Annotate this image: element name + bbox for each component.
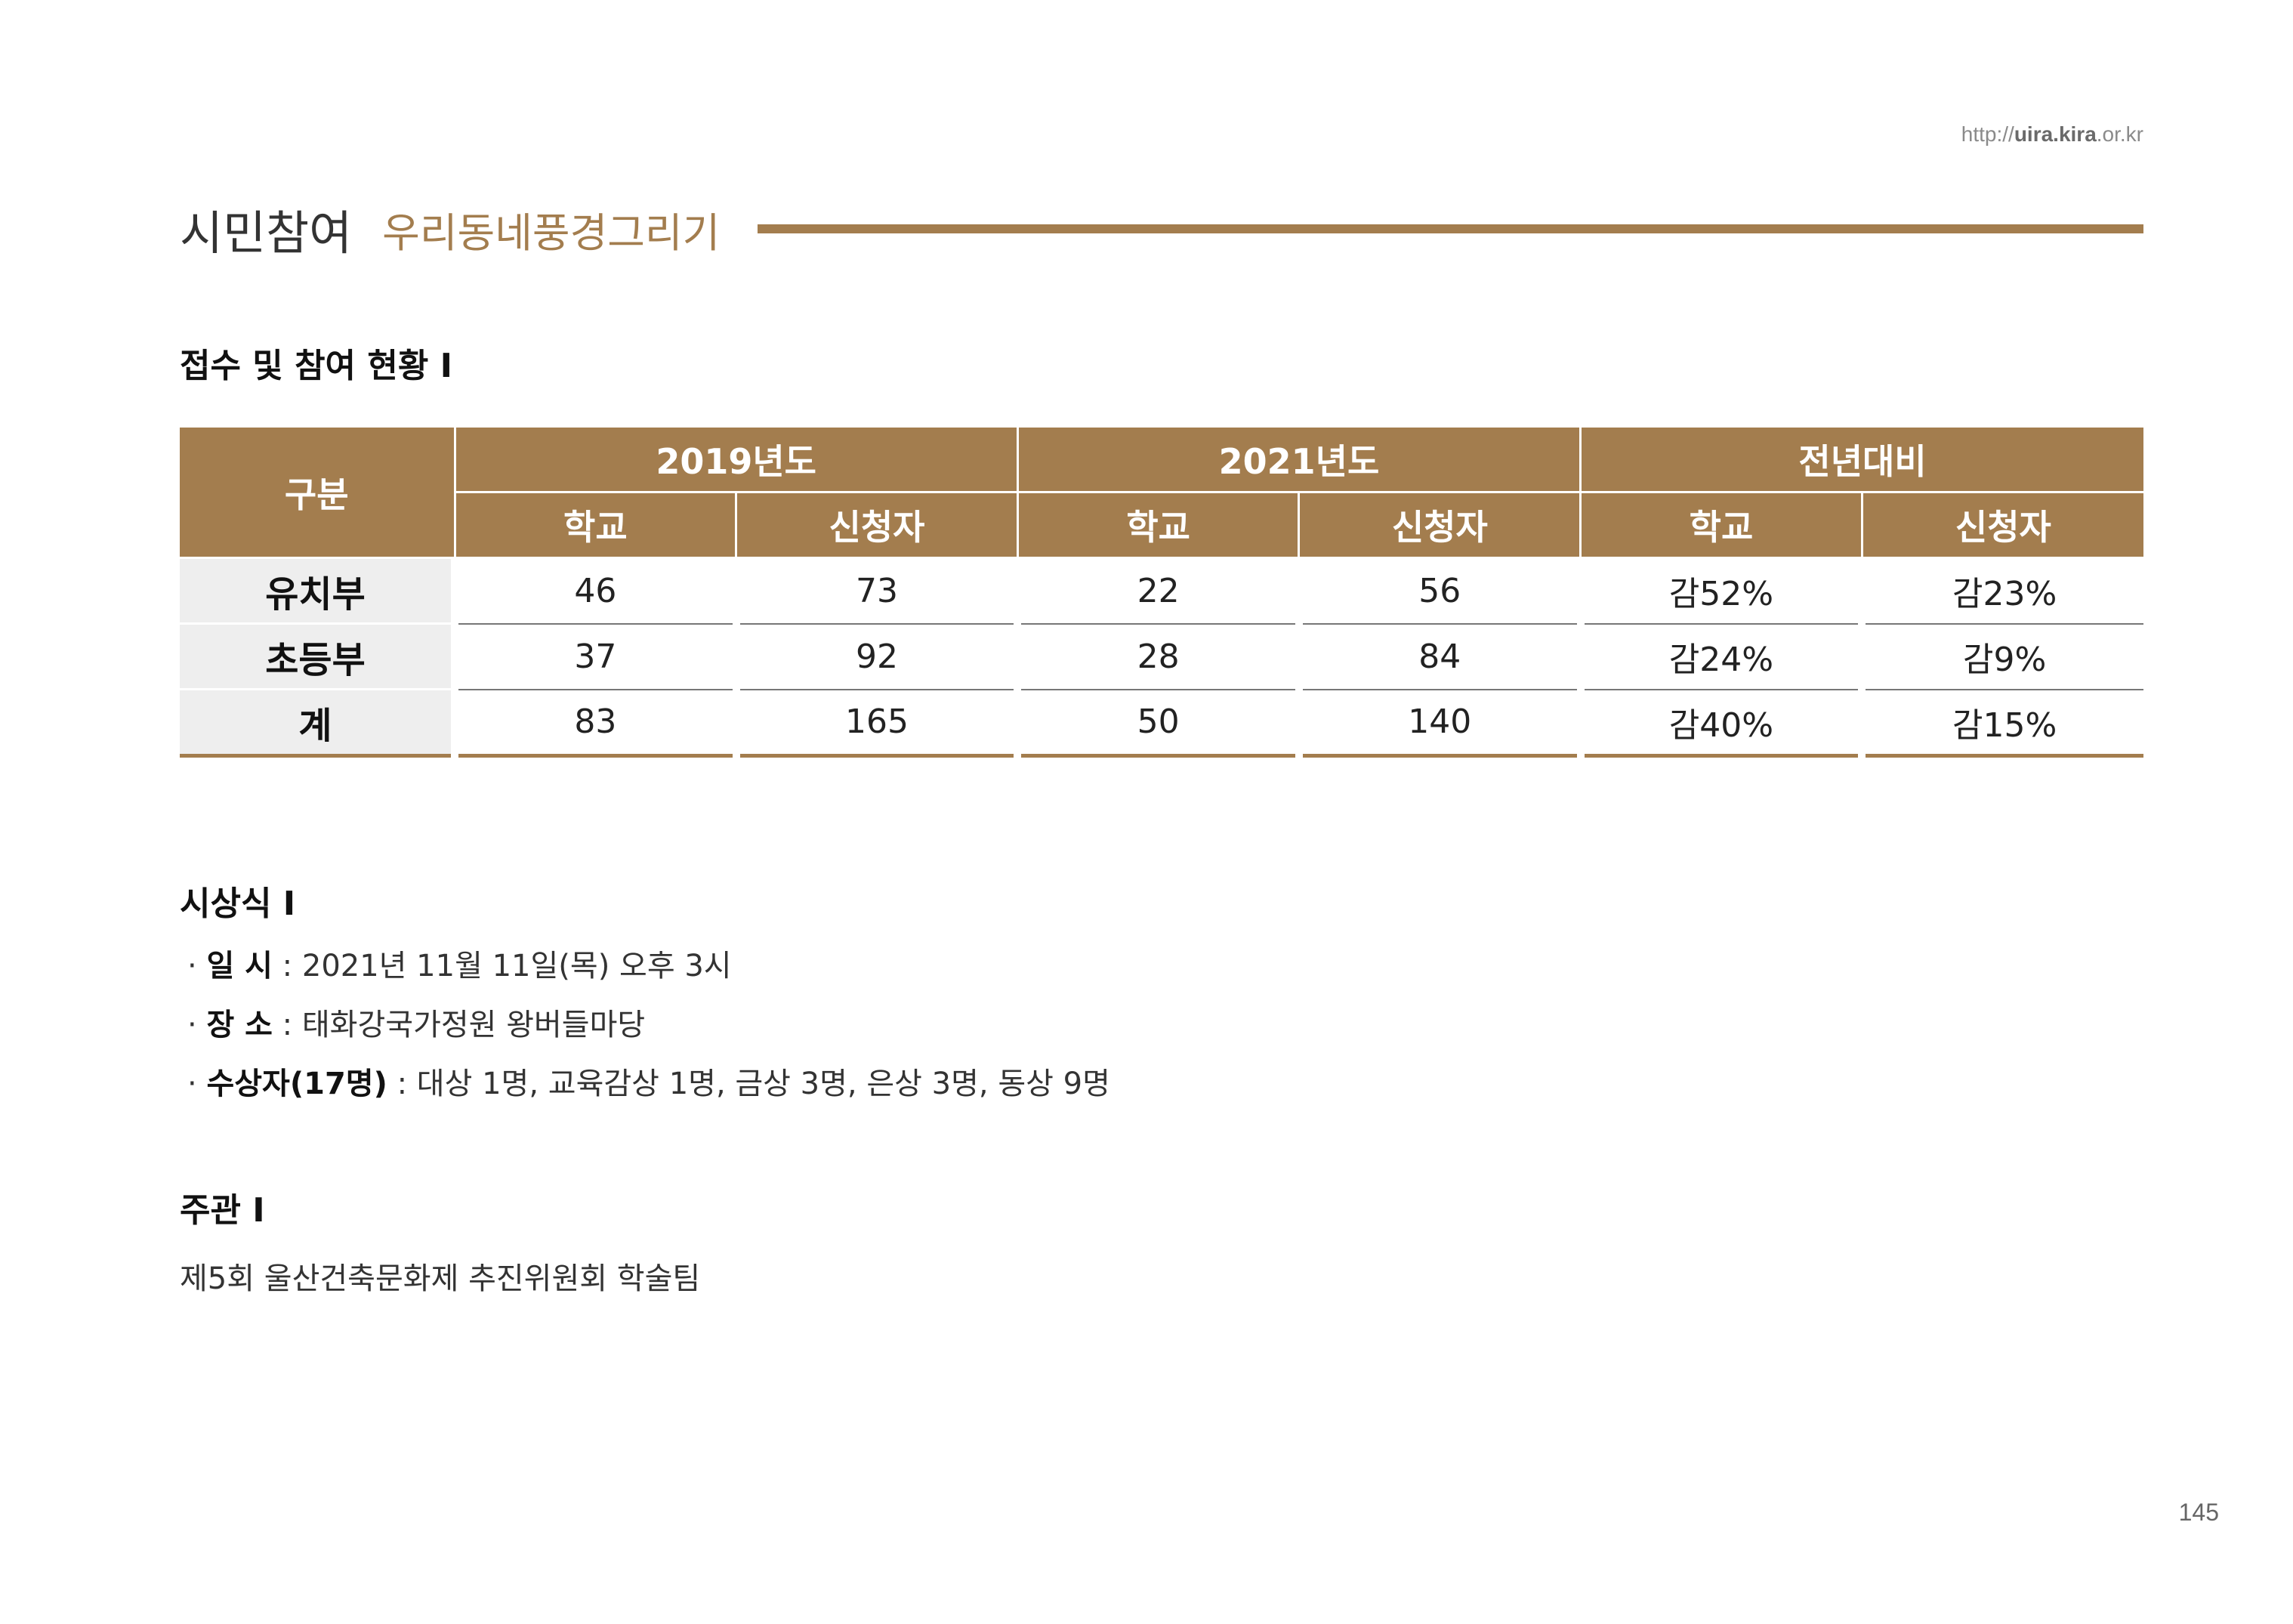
table-cell: 감24% (1576, 623, 1866, 690)
bullet-mark: · (187, 1067, 197, 1101)
group-header-change: 전년대비 (1579, 428, 2143, 493)
item-value: 2021년 11월 11일(목) 오후 3시 (301, 949, 732, 983)
table-cell: 22 (1014, 557, 1303, 625)
table-row: 유치부 46 73 22 56 감52% 감23% (180, 557, 2143, 625)
list-item: · 일 시 : 2021년 11월 11일(목) 오후 3시 (187, 937, 1110, 996)
table-row: 초등부 37 92 28 84 감24% 감9% (180, 623, 2143, 690)
subheader: 신청자 (735, 491, 1019, 559)
table-cell: 감52% (1576, 557, 1866, 625)
subheader: 신청자 (1298, 491, 1582, 559)
reception-heading: 접수 및 참여 현황 I (180, 347, 453, 385)
group-header-2021: 2021년도 (1016, 428, 1582, 493)
table-cell: 감40% (1576, 689, 1866, 758)
url-domain: uira.kira (2014, 122, 2097, 146)
ceremony-heading: 시상식 I (180, 885, 296, 923)
table-cell: 92 (732, 623, 1022, 690)
item-separator: : (387, 1067, 417, 1101)
organizer-heading: 주관 I (180, 1191, 265, 1230)
table-cell: 37 (451, 623, 740, 690)
table-cell: 50 (1014, 689, 1303, 758)
header-rule (758, 224, 2143, 233)
participation-table: 구분 2019년도 2021년도 전년대비 학교 신청자 학교 신청자 학교 신… (180, 428, 2143, 758)
table-cell: 73 (732, 557, 1022, 625)
table-cell: 감23% (1858, 557, 2143, 625)
table-total-row: 계 83 165 50 140 감40% 감15% (180, 689, 2143, 758)
page-number: 145 (2178, 1499, 2219, 1526)
item-separator: : (272, 1008, 302, 1042)
row-label: 계 (180, 689, 458, 758)
url-prefix: http:// (1961, 122, 2014, 146)
table-header-row: 구분 2019년도 2021년도 전년대비 (180, 428, 2143, 559)
item-label: 수상자(17명) (206, 1067, 387, 1101)
item-label: 장 소 (206, 1008, 273, 1042)
table-cell: 165 (732, 689, 1022, 758)
subheader: 학교 (1016, 491, 1301, 559)
section-subtitle: 우리동네풍경그리기 (382, 208, 721, 257)
item-value: 대상 1명, 교육감상 1명, 금상 3명, 은상 3명, 동상 9명 (416, 1067, 1110, 1101)
item-separator: : (272, 949, 302, 983)
table-cell: 84 (1295, 623, 1585, 690)
site-url: http://uira.kira.or.kr (1961, 122, 2143, 147)
table-cell: 감9% (1858, 623, 2143, 690)
table-subheader-row: 학교 신청자 학교 신청자 학교 신청자 (180, 491, 2143, 559)
list-item: · 장 소 : 태화강국가정원 왕버들마당 (187, 996, 1110, 1054)
bullet-mark: · (187, 949, 197, 983)
subheader: 신청자 (1860, 491, 2143, 559)
item-label: 일 시 (206, 949, 273, 983)
organizer-text: 제5회 울산건축문화제 추진위원회 학술팀 (180, 1261, 701, 1296)
corner-header: 구분 (180, 428, 456, 559)
table-cell: 46 (451, 557, 740, 625)
row-label: 유치부 (180, 557, 458, 625)
row-label: 초등부 (180, 623, 458, 690)
table-cell: 83 (451, 689, 740, 758)
ceremony-details: · 일 시 : 2021년 11월 11일(목) 오후 3시 · 장 소 : 태… (187, 937, 1110, 1113)
page-header: 시민참여 우리동네풍경그리기 (180, 195, 2143, 263)
table-cell: 56 (1295, 557, 1585, 625)
table-cell: 감15% (1858, 689, 2143, 758)
url-suffix: .or.kr (2096, 122, 2143, 146)
group-header-2019: 2019년도 (453, 428, 1019, 493)
bullet-mark: · (187, 1008, 197, 1042)
list-item: · 수상자(17명) : 대상 1명, 교육감상 1명, 금상 3명, 은상 3… (187, 1054, 1110, 1113)
subheader: 학교 (453, 491, 738, 559)
subheader: 학교 (1579, 491, 1863, 559)
table-cell: 140 (1295, 689, 1585, 758)
table-cell: 28 (1014, 623, 1303, 690)
section-title: 시민참여 (180, 205, 353, 261)
item-value: 태화강국가정원 왕버들마당 (301, 1008, 646, 1042)
